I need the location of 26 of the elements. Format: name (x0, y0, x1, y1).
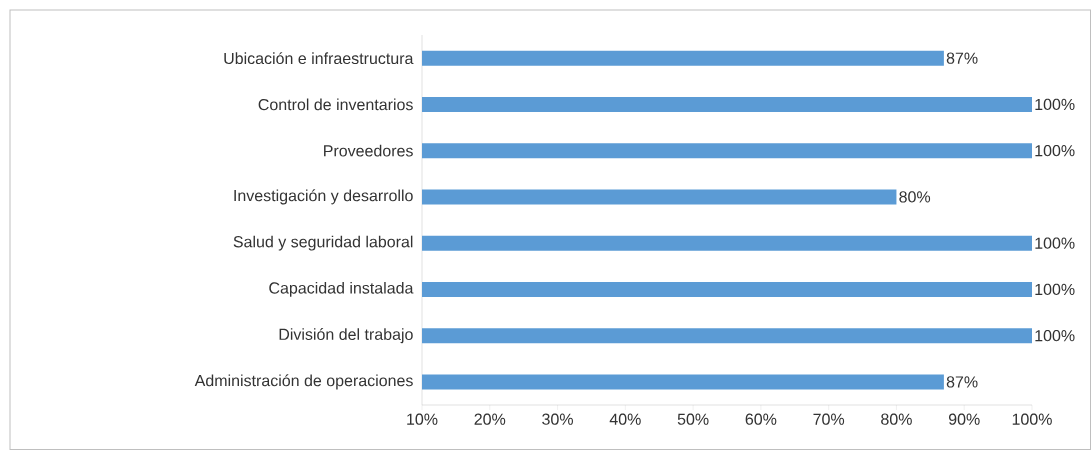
y-tick-label: Capacidad instalada (269, 281, 414, 297)
data-label: 100% (1035, 329, 1075, 342)
data-label: 87% (946, 376, 978, 388)
y-tick-label: Salud y seguridad laboral (233, 235, 413, 251)
data-label: 87% (946, 52, 978, 64)
data-label: 100% (1035, 98, 1075, 111)
x-tick-label: 30% (542, 413, 573, 425)
y-tick-label: Administración de operaciones (194, 374, 413, 390)
x-tick-label: 60% (745, 413, 777, 425)
x-tick-label: 90% (948, 413, 980, 425)
data-label: 100% (1035, 237, 1075, 249)
data-label: 100% (1035, 144, 1075, 157)
x-tick-label: 100% (1012, 413, 1052, 425)
x-tick-label: 20% (474, 413, 506, 425)
y-tick-label: Ubicación e infraestructura (224, 52, 414, 65)
x-tick-label: 50% (677, 413, 709, 425)
x-tick-label: 80% (881, 413, 912, 425)
y-tick-label: Investigación y desarrollo (234, 189, 413, 205)
y-tick-label: División del trabajo (279, 328, 413, 344)
y-tick-label: Proveedores (324, 144, 413, 157)
data-label: 100% (1035, 283, 1075, 296)
x-tick-label: 70% (813, 413, 845, 425)
y-tick-label: Control de inventarios (258, 98, 413, 111)
x-tick-label: 40% (609, 413, 641, 425)
x-tick-label: 10% (407, 413, 438, 425)
data-label: 80% (899, 191, 931, 203)
